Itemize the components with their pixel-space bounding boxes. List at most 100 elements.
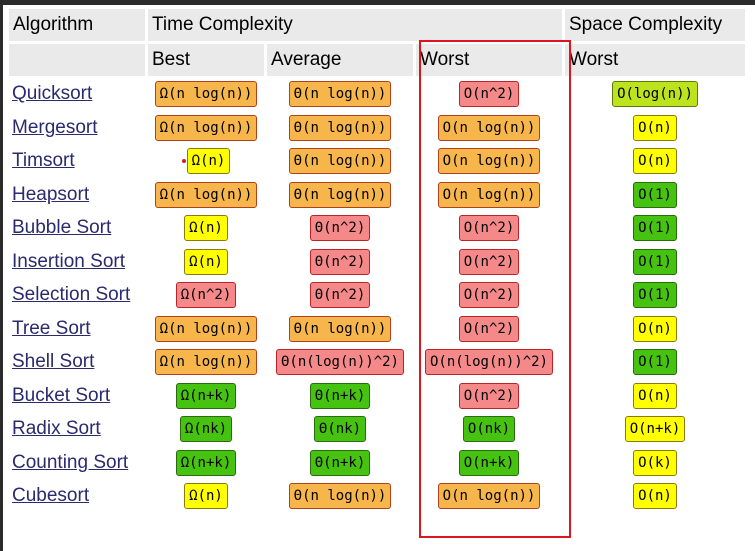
space-complexity-cell: O(n+k) [565, 414, 745, 445]
space-complexity-badge: O(1) [633, 282, 677, 309]
space-complexity-cell: O(n) [565, 113, 745, 144]
algorithm-link[interactable]: Shell Sort [12, 351, 95, 373]
best-complexity-cell: Ω(n log(n)) [148, 314, 264, 345]
space-complexity-badge: O(n) [633, 148, 677, 175]
space-complexity-cell: O(1) [565, 280, 745, 311]
worst-complexity-cell: O(n+k) [416, 448, 562, 479]
table-row: Bubble Sort Ω(n) Θ(n^2) O(n^2) O(1) [9, 213, 745, 244]
average-complexity-badge: Θ(n log(n)) [288, 315, 392, 342]
table-row: Quicksort Ω(n log(n)) Θ(n log(n)) O(n^2) O(l… [9, 79, 745, 110]
algorithm-link[interactable]: Radix Sort [12, 418, 101, 440]
algorithm-link[interactable]: Counting Sort [12, 451, 129, 473]
best-complexity-badge: Ω(n+k) [175, 382, 237, 409]
algorithm-cell: Selection Sort [9, 280, 145, 311]
average-complexity-cell: Θ(n log(n)) [267, 180, 413, 211]
worst-complexity-badge: O(n^2) [458, 315, 520, 342]
table-row: Mergesort Ω(n log(n)) Θ(n log(n)) O(n log(n… [9, 113, 745, 144]
table-row: Tree Sort Ω(n log(n)) Θ(n log(n)) O(n^2) O(n… [9, 314, 745, 345]
table-row: Cubesort Ω(n) Θ(n log(n)) O(n log(n)) O(n) [9, 481, 745, 512]
space-complexity-cell: O(1) [565, 347, 745, 378]
worst-complexity-cell: O(nk) [416, 414, 562, 445]
algorithm-cell: Bubble Sort [9, 213, 145, 244]
average-complexity-badge: Θ(n log(n)) [288, 148, 392, 175]
best-complexity-cell: Ω(n+k) [148, 381, 264, 412]
table-row: Shell Sort Ω(n log(n)) Θ(n(log(n))^2) O(n(l… [9, 347, 745, 378]
worst-complexity-badge: O(n+k) [458, 449, 520, 476]
table-body: Quicksort Ω(n log(n)) Θ(n log(n)) O(n^2) O(l… [9, 79, 745, 512]
algorithm-link[interactable]: Timsort [12, 150, 75, 172]
algorithm-cell: Tree Sort [9, 314, 145, 345]
average-complexity-cell: Θ(n+k) [267, 448, 413, 479]
worst-complexity-cell: O(n log(n)) [416, 481, 562, 512]
worst-complexity-cell: O(n^2) [416, 314, 562, 345]
header-space-worst: Worst [565, 44, 745, 76]
algorithm-cell: Counting Sort [9, 448, 145, 479]
worst-complexity-cell: O(n^2) [416, 213, 562, 244]
best-complexity-badge: Ω(n log(n)) [154, 114, 258, 141]
algorithm-link[interactable]: Heapsort [12, 183, 90, 205]
space-complexity-badge: O(1) [633, 181, 677, 208]
best-complexity-badge: Ω(n) [184, 215, 228, 242]
best-complexity-badge: Ω(nk) [179, 416, 233, 443]
header-average: Average [267, 44, 413, 76]
algorithm-cell: Shell Sort [9, 347, 145, 378]
average-complexity-badge: Θ(n log(n)) [288, 114, 392, 141]
best-complexity-cell: Ω(n) [148, 146, 264, 177]
algorithm-cell: Quicksort [9, 79, 145, 110]
algorithm-link[interactable]: Bucket Sort [12, 384, 111, 406]
header-algorithm: Algorithm [9, 9, 145, 41]
space-complexity-badge: O(n+k) [624, 416, 686, 443]
algorithm-link[interactable]: Quicksort [12, 83, 93, 105]
worst-complexity-cell: O(n log(n)) [416, 180, 562, 211]
algorithm-link[interactable]: Insertion Sort [12, 250, 125, 272]
best-complexity-cell: Ω(n log(n)) [148, 113, 264, 144]
average-complexity-cell: Θ(n(log(n))^2) [267, 347, 413, 378]
worst-complexity-cell: O(n^2) [416, 79, 562, 110]
table-row: Bucket Sort Ω(n+k) Θ(n+k) O(n^2) O(n) [9, 381, 745, 412]
average-complexity-cell: Θ(n log(n)) [267, 481, 413, 512]
space-complexity-badge: O(k) [633, 449, 677, 476]
header-space-complexity: Space Complexity [565, 9, 745, 41]
average-complexity-cell: Θ(n log(n)) [267, 113, 413, 144]
best-complexity-cell: Ω(n) [148, 247, 264, 278]
best-complexity-cell: Ω(n+k) [148, 448, 264, 479]
algorithm-link[interactable]: Bubble Sort [12, 217, 112, 239]
algorithm-link[interactable]: Mergesort [12, 116, 98, 138]
average-complexity-cell: Θ(n log(n)) [267, 314, 413, 345]
average-complexity-badge: Θ(n^2) [309, 215, 371, 242]
best-complexity-badge: Ω(n^2) [175, 282, 237, 309]
best-complexity-badge: Ω(n log(n)) [154, 181, 258, 208]
average-complexity-badge: Θ(n log(n)) [288, 483, 392, 510]
space-complexity-badge: O(1) [633, 215, 677, 242]
space-complexity-cell: O(log(n)) [565, 79, 745, 110]
algorithm-link[interactable]: Cubesort [12, 485, 90, 507]
algorithm-link[interactable]: Tree Sort [12, 317, 91, 339]
average-complexity-badge: Θ(n(log(n))^2) [275, 349, 404, 376]
space-complexity-badge: O(n) [633, 315, 677, 342]
worst-complexity-badge: O(n log(n)) [437, 181, 541, 208]
worst-complexity-badge: O(n log(n)) [437, 114, 541, 141]
worst-complexity-cell: O(n log(n)) [416, 146, 562, 177]
table-row: Selection Sort Ω(n^2) Θ(n^2) O(n^2) O(1) [9, 280, 745, 311]
table-row: Counting Sort Ω(n+k) Θ(n+k) O(n+k) O(k) [9, 448, 745, 479]
best-complexity-badge: Ω(n) [184, 248, 228, 275]
space-complexity-cell: O(1) [565, 180, 745, 211]
best-complexity-cell: Ω(nk) [148, 414, 264, 445]
worst-complexity-badge: O(n^2) [458, 382, 520, 409]
header-worst: Worst [416, 44, 562, 76]
average-complexity-badge: Θ(n+k) [309, 449, 371, 476]
algorithm-link[interactable]: Selection Sort [12, 284, 131, 306]
space-complexity-cell: O(1) [565, 247, 745, 278]
best-complexity-cell: Ω(n log(n)) [148, 180, 264, 211]
average-complexity-cell: Θ(n log(n)) [267, 79, 413, 110]
worst-complexity-badge: O(n^2) [458, 248, 520, 275]
table-row: Heapsort Ω(n log(n)) Θ(n log(n)) O(n log(n)… [9, 180, 745, 211]
worst-complexity-cell: O(n^2) [416, 381, 562, 412]
best-complexity-badge: Ω(n log(n)) [154, 315, 258, 342]
average-complexity-badge: Θ(n log(n)) [288, 181, 392, 208]
algorithm-cell: Mergesort [9, 113, 145, 144]
algorithm-cell: Bucket Sort [9, 381, 145, 412]
average-complexity-cell: Θ(nk) [267, 414, 413, 445]
best-complexity-badge: Ω(n) [186, 148, 231, 175]
